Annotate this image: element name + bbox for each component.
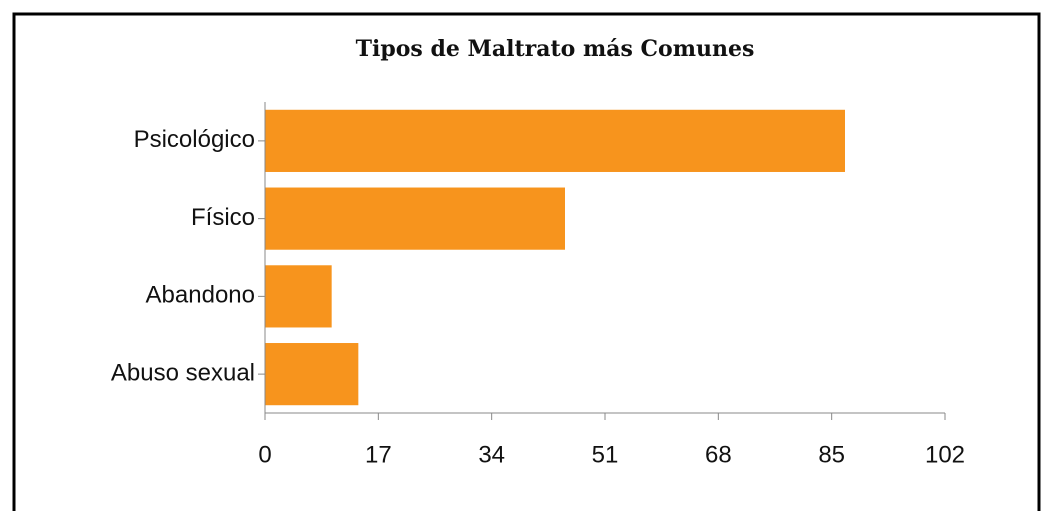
bar: [265, 343, 359, 406]
bar: [265, 187, 565, 250]
x-tick-label: 85: [818, 441, 845, 468]
x-tick-label: 34: [478, 441, 505, 468]
x-tick-label: 102: [925, 441, 965, 468]
bar: [265, 109, 845, 172]
y-tick-label: Físico: [191, 204, 255, 231]
y-tick-label: Abandono: [146, 282, 255, 309]
x-tick-label: 17: [365, 441, 392, 468]
x-tick-label: 0: [258, 441, 271, 468]
frame: [12, 12, 1041, 511]
y-tick-label: Abuso sexual: [111, 359, 255, 386]
chart-title: Tipos de Maltrato más Comunes: [356, 36, 755, 62]
bar: [265, 265, 332, 328]
x-tick-label: 51: [592, 441, 619, 468]
y-tick-label: Psicológico: [134, 126, 255, 153]
x-tick-label: 68: [705, 441, 732, 468]
